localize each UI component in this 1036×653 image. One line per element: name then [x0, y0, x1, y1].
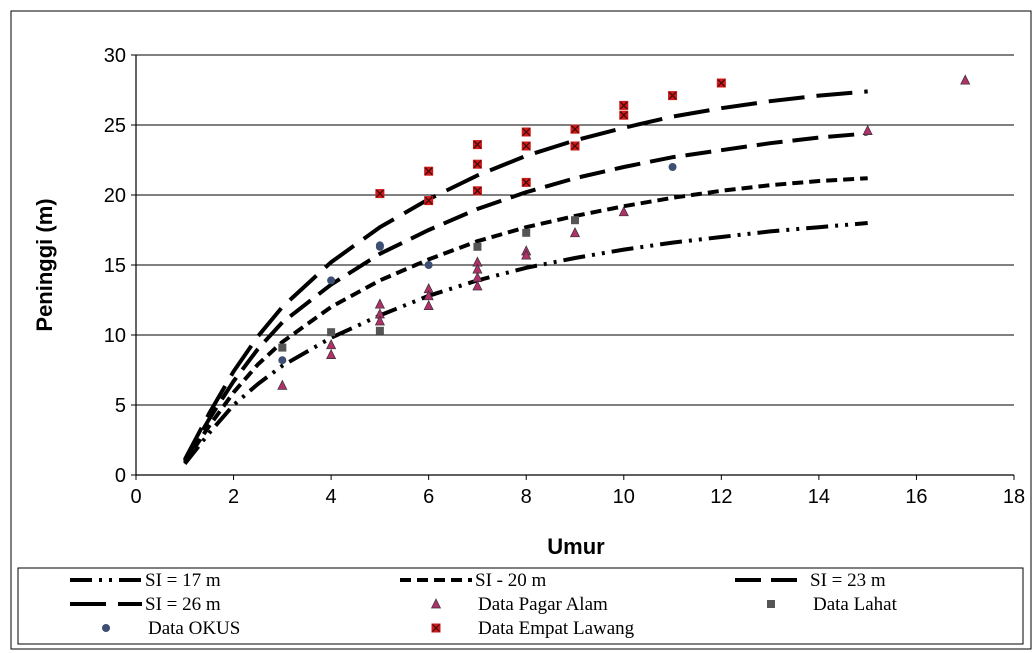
chart-frame	[10, 10, 1032, 650]
legend-label: Data Empat Lawang	[478, 618, 635, 639]
legend-box	[17, 567, 1024, 645]
x-tick-label: 14	[808, 486, 830, 508]
legend-label: SI = 17 m	[145, 570, 221, 591]
point-circle	[424, 261, 433, 269]
point-x-square	[668, 91, 678, 101]
legend-swatch-circle	[102, 624, 110, 632]
point-triangle	[374, 298, 385, 309]
point-x-square	[521, 141, 531, 151]
point-triangle	[569, 227, 581, 238]
point-x-square	[424, 196, 434, 206]
point-triangle	[521, 249, 532, 260]
curve-short-dash	[183, 176, 868, 464]
axes	[131, 54, 1015, 480]
point-x-square	[570, 124, 580, 134]
legend-label: SI = 23 m	[810, 570, 886, 591]
point-triangle	[960, 74, 971, 85]
point-circle	[278, 356, 287, 365]
point-circle	[327, 276, 336, 285]
point-triangle	[423, 290, 434, 301]
x-tick-label: 12	[710, 486, 732, 508]
data-points	[277, 74, 971, 390]
point-x-square	[521, 177, 531, 187]
point-square	[522, 228, 531, 237]
point-x-square	[375, 189, 385, 199]
y-tick-label: 25	[104, 115, 126, 137]
point-triangle	[862, 124, 873, 135]
point-triangle	[326, 339, 337, 350]
point-x-square	[424, 166, 434, 176]
point-x-square	[619, 110, 629, 120]
y-tick-label: 30	[104, 45, 126, 67]
x-tick-label: 16	[905, 486, 927, 508]
point-square	[278, 343, 287, 352]
curve-long-dash	[183, 131, 868, 463]
point-x-square	[619, 100, 629, 110]
point-circle	[668, 163, 677, 171]
legend-swatch-x-square	[431, 623, 441, 633]
y-tick-label: 20	[104, 185, 126, 207]
y-tick-label: 5	[115, 395, 126, 417]
x-tick-label: 4	[326, 486, 337, 508]
x-axis-title: Umur	[547, 534, 605, 559]
y-tick-label: 15	[104, 255, 126, 277]
point-triangle	[423, 299, 434, 310]
x-tick-label: 2	[228, 486, 239, 508]
point-square	[327, 328, 336, 337]
point-x-square	[472, 186, 482, 196]
legend-label: Data Pagar Alam	[478, 594, 608, 615]
point-triangle	[277, 379, 288, 390]
curve-extra-long-dash	[183, 89, 868, 461]
point-circle	[375, 241, 384, 250]
point-triangle	[618, 206, 629, 217]
point-x-square	[716, 78, 726, 88]
x-tick-label: 0	[130, 486, 141, 508]
point-triangle	[326, 348, 337, 359]
point-triangle	[374, 315, 385, 326]
legend-label: SI = 26 m	[145, 594, 221, 615]
legend-swatch-triangle	[430, 598, 442, 609]
x-tick-label: 10	[613, 486, 635, 508]
point-triangle	[472, 280, 483, 291]
legend: SI = 17 m SI - 20 m SI = 23 m SI = 26 m Data…	[70, 570, 898, 639]
x-tick-label: 6	[423, 486, 434, 508]
legend-label: Data OKUS	[148, 618, 240, 639]
curves	[183, 89, 868, 466]
point-x-square	[521, 127, 531, 137]
point-x-square	[472, 159, 482, 169]
tick-labels: 0 5 10 15 20 25 30 0 2 4 6 8 10 12 14 16 18	[104, 45, 1025, 508]
point-square	[571, 216, 579, 225]
y-axis-title: Peninggi (m)	[32, 198, 57, 331]
x-tick-label: 8	[521, 486, 532, 508]
legend-label: SI - 20 m	[475, 570, 546, 591]
x-tick-label: 18	[1003, 486, 1025, 508]
legend-swatch-square	[767, 600, 775, 608]
point-square	[473, 242, 482, 251]
legend-label: Data Lahat	[813, 594, 898, 615]
point-x-square	[570, 141, 580, 151]
y-tick-label: 0	[115, 465, 126, 487]
y-tick-label: 10	[104, 325, 126, 347]
point-x-square	[472, 140, 482, 150]
point-square	[375, 326, 384, 335]
